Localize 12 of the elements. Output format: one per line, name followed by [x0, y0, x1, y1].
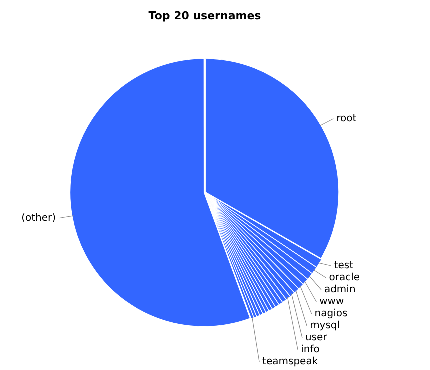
slice-label: (other)	[22, 212, 56, 224]
slice-label: admin	[324, 284, 356, 296]
slice-label: info	[301, 344, 320, 356]
slice-label: mysql	[310, 320, 340, 332]
slice-label: test	[334, 260, 354, 272]
slice-label: nagios	[314, 308, 348, 320]
slice-label: oracle	[329, 272, 360, 284]
slice-label: user	[305, 332, 328, 344]
chart-title: Top 20 usernames	[148, 9, 262, 22]
slice-label: www	[320, 296, 344, 308]
slice-label: teamspeak	[262, 356, 318, 368]
slice-label: root	[336, 113, 357, 124]
